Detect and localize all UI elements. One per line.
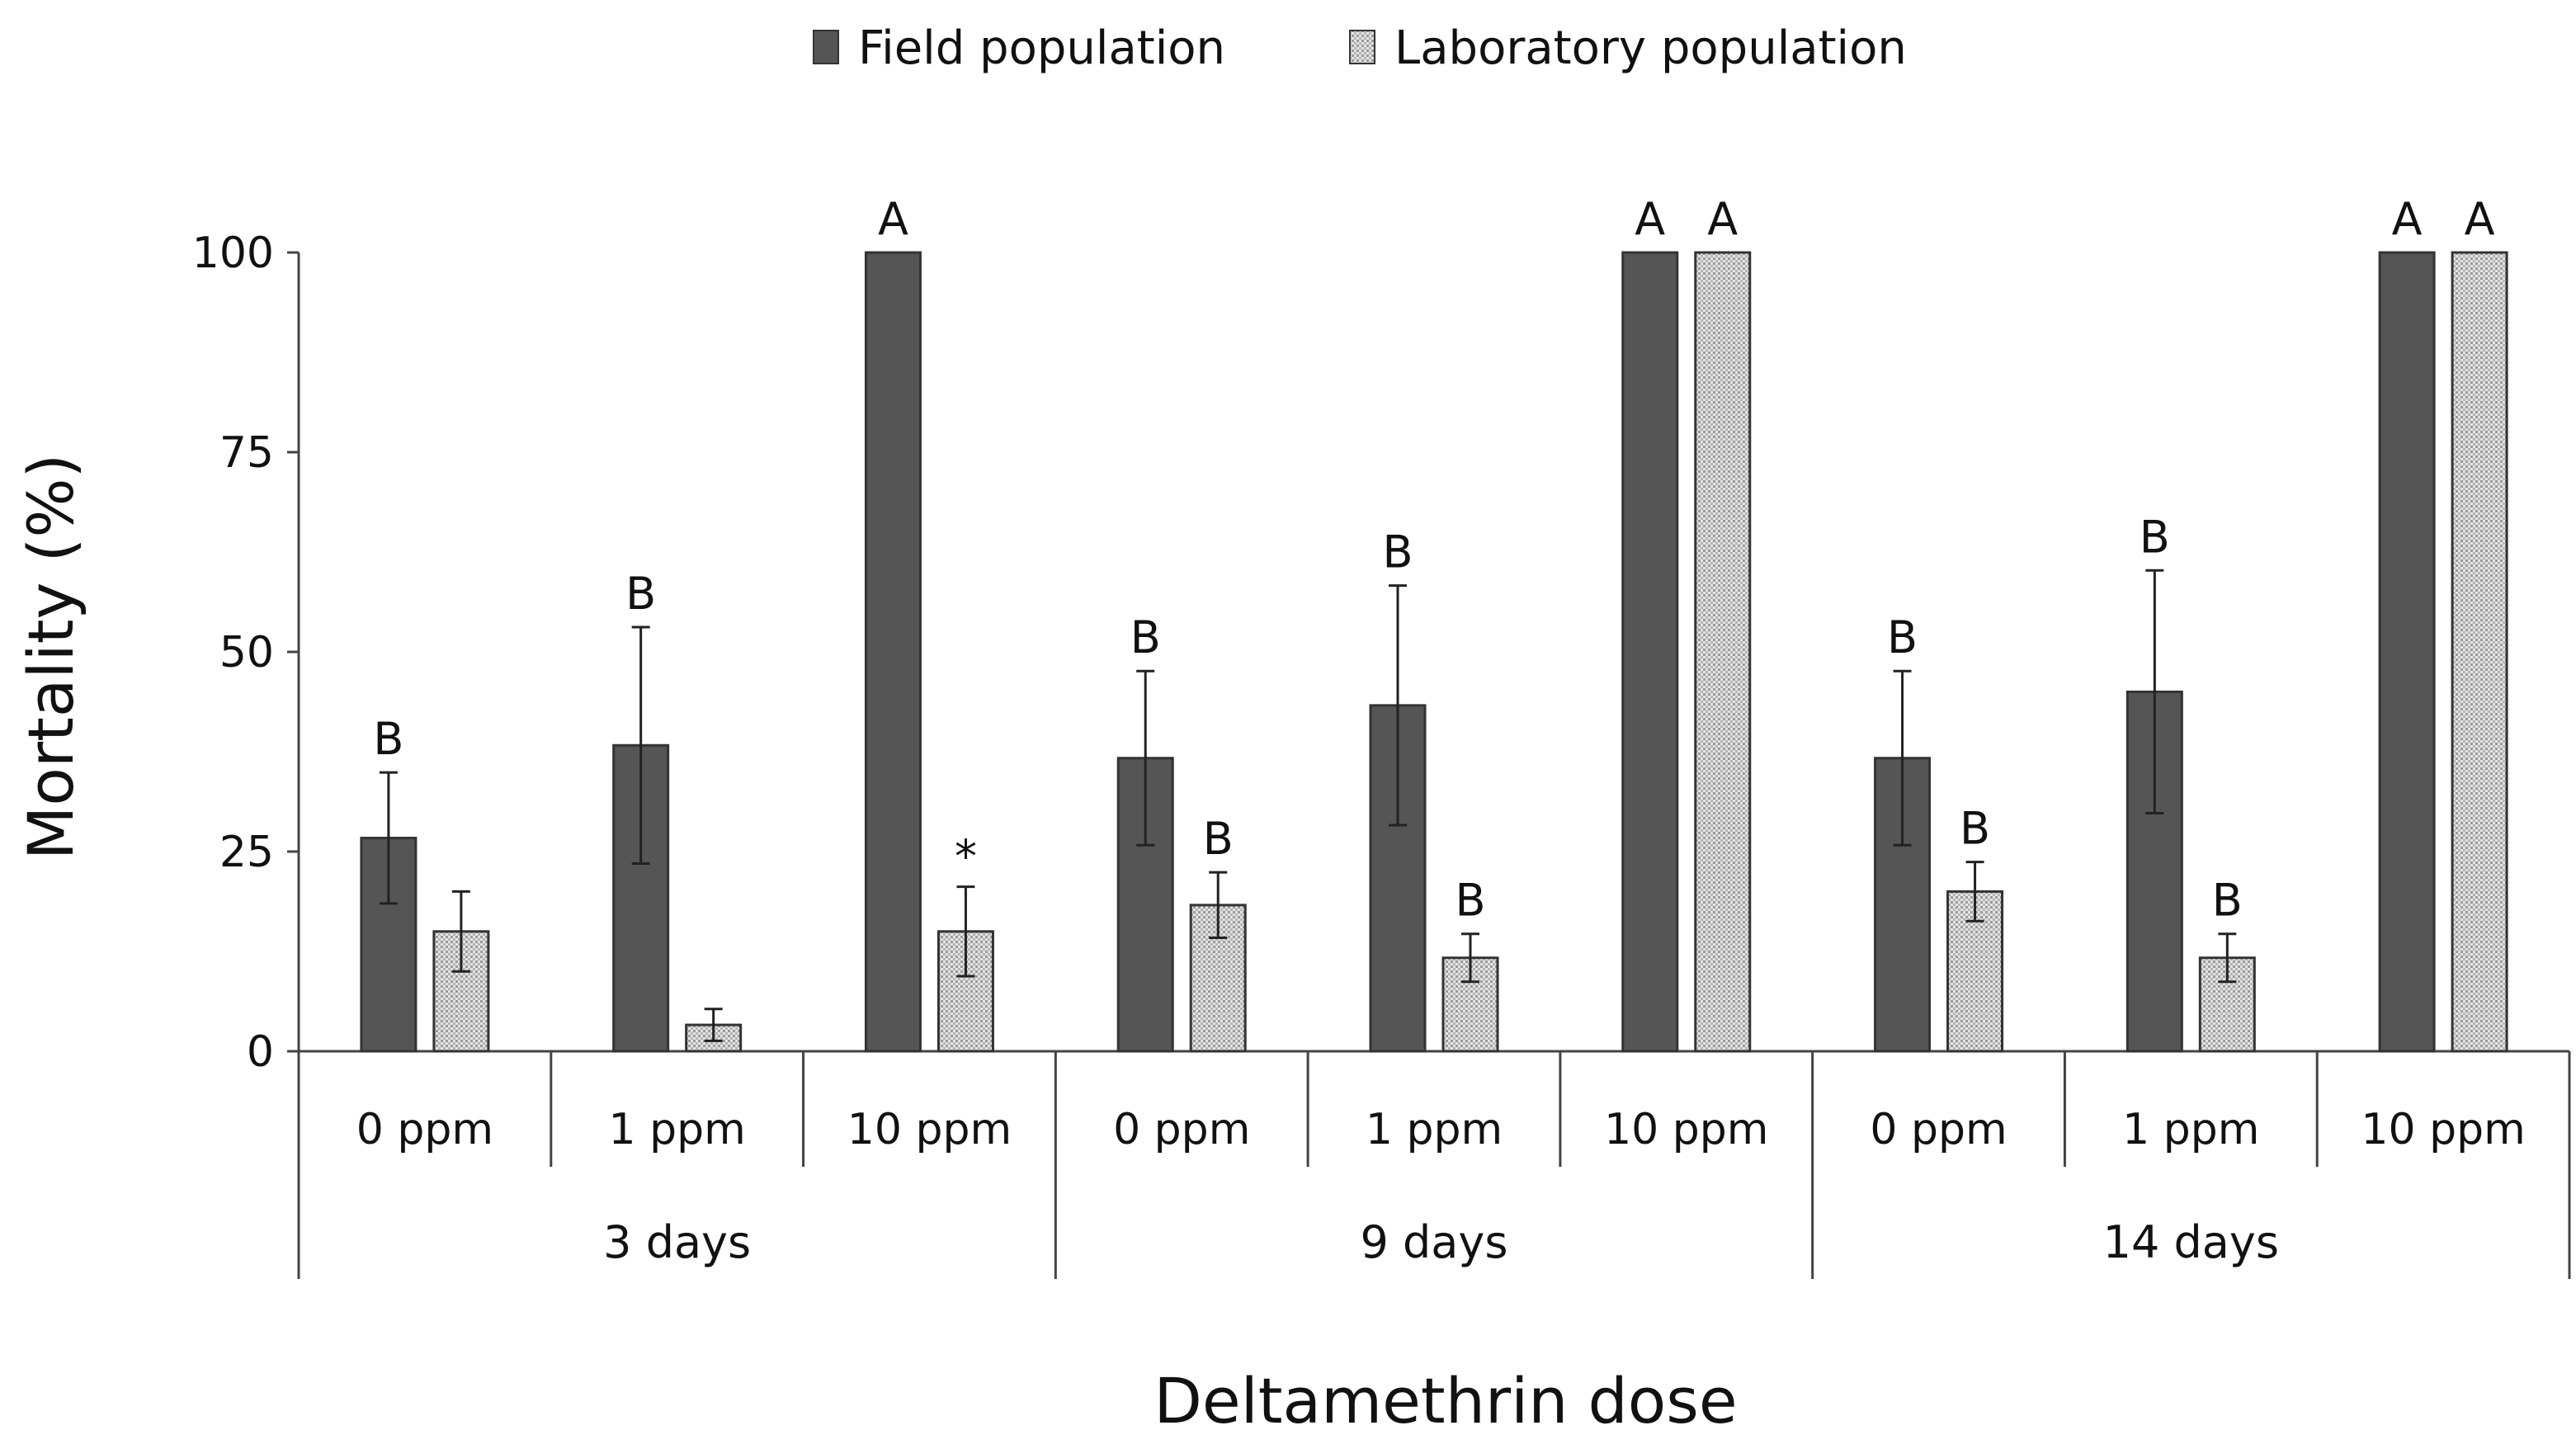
y-tick-label: 100 (192, 229, 274, 278)
x-group-label: 3 days (603, 1216, 751, 1268)
x-group-label: 14 days (2103, 1216, 2279, 1268)
significance-label: B (1960, 803, 1990, 855)
significance-label: B (1382, 526, 1413, 578)
significance-label: B (1130, 611, 1161, 663)
significance-label: * (955, 831, 977, 883)
y-tick-label: 50 (219, 628, 274, 677)
y-tick-label: 0 (247, 1027, 274, 1077)
significance-label: B (1203, 813, 1234, 865)
x-category-label: 10 ppm (847, 1105, 1012, 1154)
legend-label-laboratory: Laboratory population (1394, 21, 1907, 75)
legend-swatch-field (813, 30, 839, 64)
legend: Field population Laboratory population (813, 21, 1907, 75)
x-axis-title: Deltamethrin dose (1154, 1364, 1737, 1437)
significance-label: A (2392, 193, 2423, 245)
x-category-label: 0 ppm (1870, 1105, 2007, 1154)
legend-swatch-laboratory (1349, 30, 1375, 64)
y-tick-label: 75 (219, 428, 274, 478)
significance-label: B (2212, 875, 2243, 927)
bar-field-population (1621, 251, 1679, 1053)
significance-label: A (878, 193, 908, 245)
x-category-label: 10 ppm (2361, 1105, 2525, 1154)
x-category-label: 0 ppm (1113, 1105, 1250, 1154)
significance-label: A (1635, 193, 1665, 245)
significance-label: B (373, 713, 403, 765)
bar-laboratory-population (1694, 251, 1752, 1053)
bar-field-population (864, 251, 922, 1053)
significance-label: B (1455, 875, 1485, 927)
y-axis-title: Mortality (%) (14, 454, 87, 860)
significance-label: B (625, 568, 656, 620)
x-axis-categories: 0 ppm 1 ppm 10 ppm 0 ppm 1 ppm 10 ppm 0 ppm 1 p… (297, 1051, 2571, 1279)
x-category-label: 1 ppm (1366, 1105, 1503, 1154)
x-category-label: 0 ppm (356, 1105, 493, 1154)
significance-label: B (1887, 611, 1918, 663)
y-axis-ticks: 0 25 50 75 100 (192, 229, 299, 1077)
significance-label: A (1707, 193, 1738, 245)
x-group-label: 9 days (1361, 1216, 1508, 1268)
bar-field-population (2378, 251, 2436, 1053)
legend-label-field: Field population (858, 21, 1225, 75)
significance-label: A (2465, 193, 2495, 245)
x-category-label: 1 ppm (2122, 1105, 2259, 1154)
x-category-label: 10 ppm (1604, 1105, 1768, 1154)
y-tick-label: 25 (219, 828, 274, 877)
x-category-label: 1 ppm (609, 1105, 746, 1154)
significance-label: B (2140, 511, 2170, 563)
bar-laboratory-population (2451, 251, 2508, 1053)
